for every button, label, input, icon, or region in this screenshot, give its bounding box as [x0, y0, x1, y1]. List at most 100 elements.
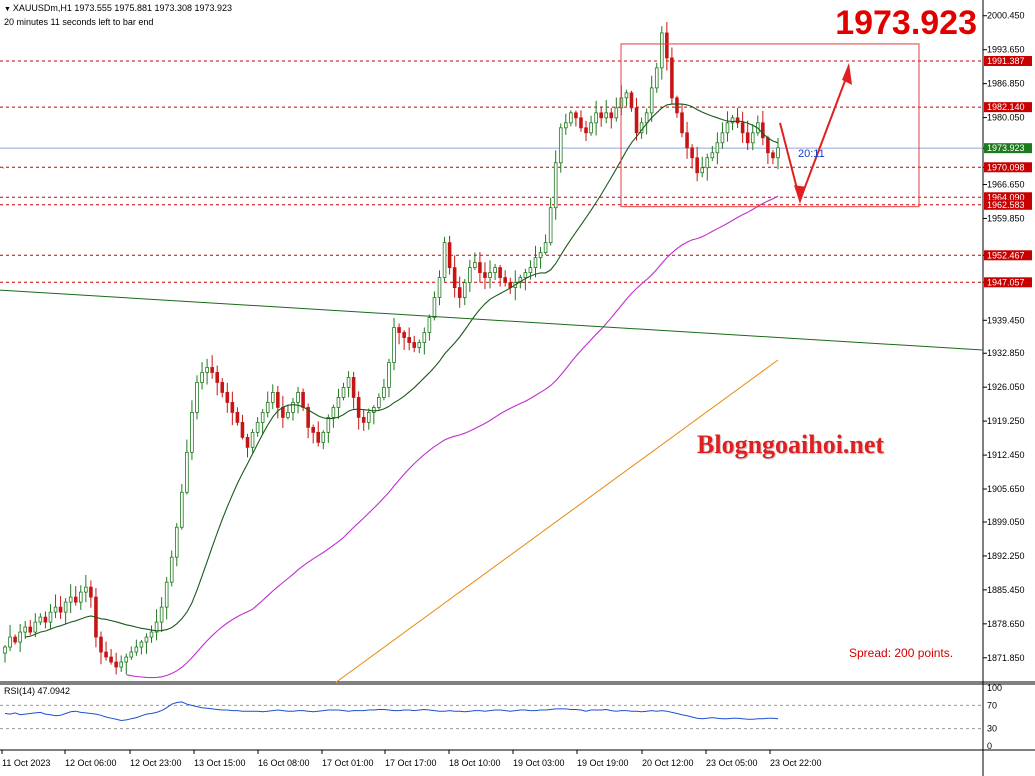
candle-body — [18, 631, 22, 643]
candle-body — [230, 402, 235, 413]
candle-body — [553, 162, 558, 209]
candle-body — [311, 426, 315, 433]
candle-body — [589, 122, 593, 134]
candle-body — [174, 526, 179, 558]
candle-body — [48, 611, 53, 623]
level-label-box — [984, 192, 1032, 203]
candle-body — [159, 606, 164, 623]
level-label-box — [984, 277, 1032, 288]
candle-body — [740, 122, 745, 134]
candle-body — [771, 152, 775, 159]
candle-body — [604, 112, 609, 119]
y-tick-label: 1986.850 — [987, 79, 1025, 89]
candle-body — [462, 282, 467, 298]
candle-body — [442, 242, 447, 278]
candle-body — [109, 656, 113, 663]
candle-body — [58, 606, 63, 613]
candle-body — [321, 431, 326, 443]
candle-body — [351, 377, 356, 398]
candle-body — [447, 242, 452, 269]
candle-body — [558, 127, 563, 164]
level-label: 1982.140 — [987, 102, 1025, 112]
candle-body — [154, 621, 159, 633]
candle-body — [675, 97, 679, 114]
rsi-line — [4, 701, 779, 722]
candle-body — [690, 147, 694, 159]
candle-body — [144, 636, 149, 643]
x-tick-label: 23 Oct 22:00 — [770, 758, 822, 768]
candle-body — [245, 436, 250, 448]
candle-body — [776, 147, 780, 159]
candle-body — [609, 112, 614, 119]
level-label: 1952.467 — [987, 250, 1025, 260]
x-tick-label: 12 Oct 06:00 — [65, 758, 117, 768]
candle-body — [185, 451, 189, 493]
candle-body — [372, 407, 376, 413]
trendline — [0, 289, 984, 351]
current-price-display: 1973.923 — [835, 4, 977, 42]
x-tick-label: 12 Oct 23:00 — [130, 758, 182, 768]
candle-body — [346, 377, 351, 388]
candle-body — [99, 636, 103, 653]
candle-body — [427, 317, 432, 333]
y-tick-label: 1966.650 — [987, 179, 1025, 189]
candle-body — [23, 626, 27, 633]
candle-body — [225, 392, 230, 403]
collapse-triangle-icon[interactable]: ▼ — [4, 6, 13, 13]
candle-body — [533, 257, 538, 269]
candle-body — [538, 252, 543, 259]
symbol-header: ▼ XAUUSDm,H1 1973.555 1975.881 1973.308 … — [4, 3, 232, 13]
candle-body — [624, 92, 629, 99]
x-tick-label: 19 Oct 03:00 — [513, 758, 565, 768]
candle-body — [296, 392, 300, 403]
candle-body — [356, 397, 361, 418]
candle-body — [457, 287, 462, 298]
candle-body — [89, 586, 93, 598]
candle-body — [660, 32, 664, 69]
candle-body — [761, 122, 765, 139]
y-tick-label: 1980.050 — [987, 113, 1025, 123]
candle-body — [255, 421, 260, 433]
y-tick-label: 1892.250 — [987, 551, 1025, 561]
candle-body — [397, 327, 401, 333]
y-tick-label: 1912.450 — [987, 450, 1025, 460]
candle-body — [584, 127, 588, 134]
candle-body — [629, 92, 634, 109]
candle-body — [654, 67, 659, 89]
candle-body — [700, 167, 705, 174]
level-label-box — [984, 55, 1032, 66]
y-tick-label: 1932.850 — [987, 348, 1025, 358]
candle-body — [195, 382, 199, 413]
candle-body — [402, 332, 406, 338]
y-tick-label: 1926.050 — [987, 382, 1025, 392]
y-tick-label: 1885.450 — [987, 585, 1025, 595]
arrow-head-down — [794, 185, 806, 204]
candle-body — [149, 631, 154, 638]
candle-body — [528, 267, 533, 274]
candle-body — [235, 411, 240, 423]
candle-body — [705, 157, 710, 169]
candle-body — [28, 626, 33, 633]
candle-body — [33, 621, 38, 633]
candle-body — [503, 277, 507, 283]
y-tick-label: 1878.650 — [987, 619, 1025, 629]
candle-body — [119, 661, 123, 668]
x-tick-label: 20 Oct 12:00 — [642, 758, 694, 768]
candle-body — [361, 416, 366, 423]
candle-body — [68, 596, 73, 603]
ohlc-readout: XAUUSDm,H1 1973.555 1975.881 1973.308 19… — [12, 3, 233, 13]
candle-body — [574, 112, 578, 119]
candle-body — [518, 277, 523, 283]
candle-body — [614, 107, 619, 119]
level-label: 1964.090 — [987, 192, 1025, 202]
candle-body — [548, 207, 553, 244]
bar-timer-text: 20 minutes 11 seconds left to bar end — [4, 17, 154, 27]
candle-body — [215, 372, 219, 383]
candle-body — [377, 397, 381, 408]
x-tick-label: 16 Oct 08:00 — [258, 758, 310, 768]
candle-body — [665, 32, 669, 59]
candle-body — [670, 57, 674, 99]
x-tick-label: 18 Oct 10:00 — [449, 758, 501, 768]
rsi-axis-label: 100 — [987, 683, 1002, 693]
